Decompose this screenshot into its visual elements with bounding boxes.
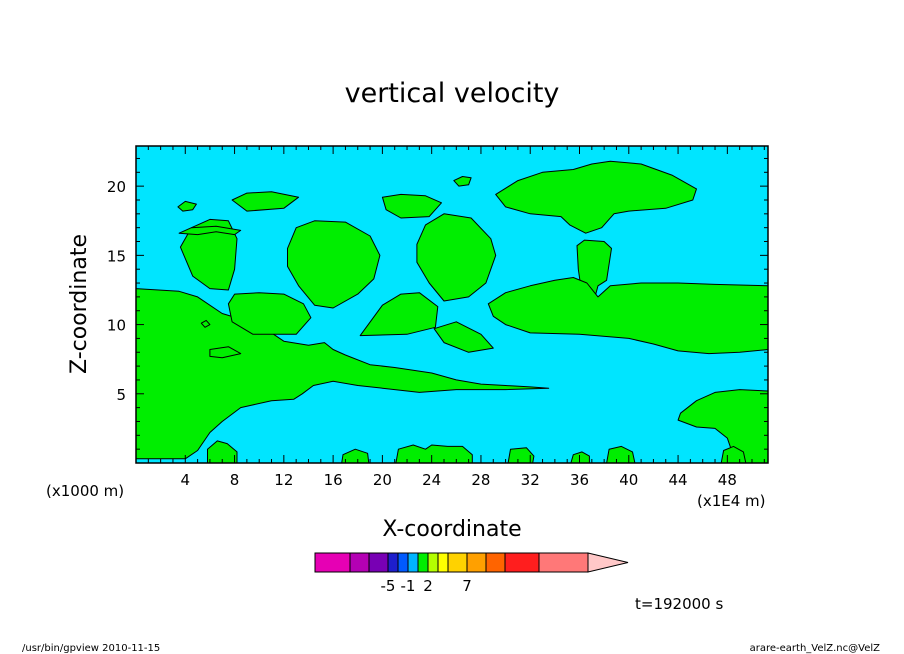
x-tick-label: 48 bbox=[718, 471, 737, 489]
colorbar-swatch bbox=[349, 552, 370, 573]
chart-title: vertical velocity bbox=[345, 78, 560, 109]
plot-area bbox=[135, 145, 769, 464]
plot-frame bbox=[135, 145, 769, 464]
region-top-strip-center bbox=[381, 193, 442, 219]
footer-left: /usr/bin/gpview 2010-11-15 bbox=[22, 643, 160, 654]
x-tick-label: 20 bbox=[373, 471, 392, 489]
region-upper-left-strip bbox=[178, 225, 242, 236]
time-label: t=192000 s bbox=[635, 595, 723, 613]
region-left-small-blob bbox=[209, 346, 242, 359]
axes bbox=[135, 145, 769, 464]
contour-regions bbox=[135, 160, 769, 464]
colorbar-swatch bbox=[447, 552, 468, 573]
footer-right: arare-earth_VelZ.nc@VelZ bbox=[750, 643, 881, 654]
colorbar-labels: -5 -1 2 7 bbox=[381, 577, 472, 595]
x-tick-label: 16 bbox=[324, 471, 343, 489]
region-center-left-tall-blob bbox=[287, 220, 381, 309]
colorbar-label: -1 bbox=[401, 577, 416, 595]
region-top-strip-left bbox=[231, 191, 300, 212]
x-tick-label: 8 bbox=[230, 471, 240, 489]
colorbar-swatch bbox=[417, 552, 429, 573]
y-tick-label: 10 bbox=[107, 317, 126, 335]
x-tick-label: 24 bbox=[422, 471, 441, 489]
colorbar-label: 2 bbox=[423, 577, 433, 595]
region-upper-left-blob bbox=[179, 218, 238, 291]
region-small-blob-topleft bbox=[177, 200, 197, 212]
y-tick-label: 20 bbox=[107, 178, 126, 196]
x-tick-label: 32 bbox=[521, 471, 540, 489]
colorbar-label: -5 bbox=[381, 577, 396, 595]
region-mid-left-box bbox=[227, 292, 312, 335]
colorbar-swatch bbox=[538, 552, 589, 573]
x-unit-left: (x1000 m) bbox=[46, 482, 124, 500]
region-left-lower-mass bbox=[135, 288, 550, 460]
colorbar-swatch bbox=[504, 552, 540, 573]
region-center-triangle bbox=[359, 292, 439, 337]
region-small-blob-top bbox=[453, 176, 472, 187]
x-axis-label: X-coordinate bbox=[382, 517, 521, 542]
region-small-left-dot bbox=[200, 319, 211, 328]
x-tick-label: 12 bbox=[274, 471, 293, 489]
colorbar-swatch bbox=[387, 552, 399, 573]
x-unit-right: (x1E4 m) bbox=[697, 492, 766, 510]
colorbar-swatch bbox=[397, 552, 409, 573]
colorbar-swatch bbox=[407, 552, 419, 573]
colorbar bbox=[314, 552, 629, 573]
region-top-right-cloud bbox=[495, 160, 697, 234]
colorbar-label: 7 bbox=[462, 577, 472, 595]
y-axis-label: Z-coordinate bbox=[67, 234, 92, 374]
x-tick-label: 40 bbox=[619, 471, 638, 489]
colorbar-swatch bbox=[466, 552, 487, 573]
x-tick-label: 28 bbox=[471, 471, 490, 489]
colorbar-arrow bbox=[587, 552, 629, 573]
colorbar-swatch bbox=[427, 552, 439, 573]
region-center-right-lump bbox=[433, 321, 494, 353]
region-bottom-blob-3 bbox=[395, 444, 473, 464]
x-tick-label: 36 bbox=[570, 471, 589, 489]
region-center-right-blob bbox=[416, 213, 497, 302]
x-tick-label: 4 bbox=[181, 471, 191, 489]
colorbar-swatch bbox=[368, 552, 389, 573]
y-tick-label: 15 bbox=[107, 247, 126, 265]
colorbar-swatch bbox=[314, 552, 351, 573]
x-tick-label: 44 bbox=[669, 471, 688, 489]
colorbar-swatch bbox=[437, 552, 449, 573]
colorbar-swatch bbox=[485, 552, 506, 573]
y-tick-label: 5 bbox=[116, 386, 126, 404]
